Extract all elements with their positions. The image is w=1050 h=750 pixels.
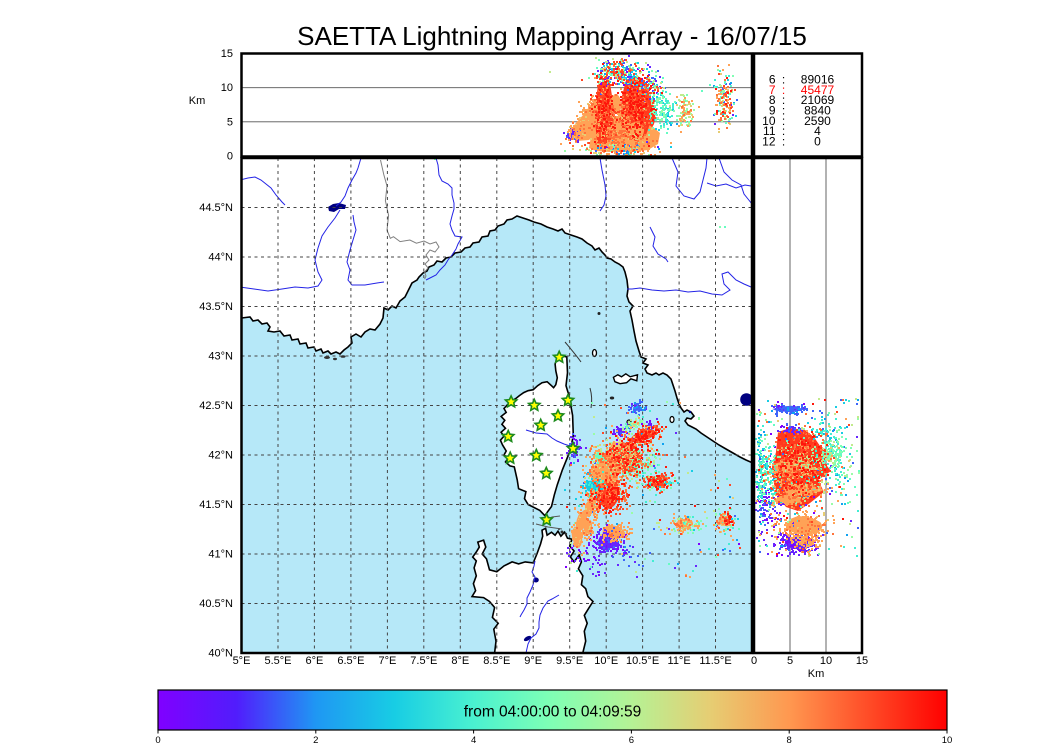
svg-text:21069: 21069 (801, 93, 835, 107)
svg-text:41°N: 41°N (208, 549, 233, 561)
svg-text::: : (782, 93, 785, 107)
svg-text:Km: Km (189, 95, 206, 107)
svg-text:6°E: 6°E (305, 655, 323, 667)
svg-text:10: 10 (942, 735, 953, 746)
svg-text:41.5°N: 41.5°N (199, 499, 233, 511)
svg-text:6.5°E: 6.5°E (337, 655, 364, 667)
svg-text:9.5°E: 9.5°E (556, 655, 583, 667)
svg-text:0: 0 (751, 655, 757, 667)
svg-text:5: 5 (787, 655, 793, 667)
svg-text:15: 15 (221, 48, 233, 60)
svg-text:SAETTA Lightning Mapping Array: SAETTA Lightning Mapping Array - 16/07/1… (297, 21, 807, 51)
svg-text:5.5°E: 5.5°E (264, 655, 291, 667)
svg-text:2590: 2590 (801, 114, 831, 128)
svg-text:8: 8 (769, 93, 776, 107)
svg-text:4: 4 (801, 124, 821, 138)
svg-text:43°N: 43°N (208, 351, 233, 363)
svg-text:5: 5 (227, 116, 233, 128)
svg-text:44.5°N: 44.5°N (199, 202, 233, 214)
svg-text:42°N: 42°N (208, 450, 233, 462)
svg-text::: : (782, 83, 785, 97)
svg-text:43.5°N: 43.5°N (199, 301, 233, 313)
svg-text:40.5°N: 40.5°N (199, 598, 233, 610)
svg-text:11°E: 11°E (668, 655, 691, 667)
svg-text:8°E: 8°E (451, 655, 469, 667)
svg-text::: : (782, 135, 785, 149)
svg-text:0: 0 (227, 151, 233, 163)
svg-text:6: 6 (629, 735, 634, 746)
svg-text:8840: 8840 (801, 104, 831, 118)
svg-text:42.5°N: 42.5°N (199, 400, 233, 412)
svg-text:10.5°E: 10.5°E (626, 655, 659, 667)
svg-text:10: 10 (820, 655, 832, 667)
svg-text:12: 12 (762, 135, 776, 149)
svg-text:40°N: 40°N (208, 648, 233, 660)
svg-text:4: 4 (471, 735, 476, 746)
svg-text:9: 9 (769, 104, 776, 118)
svg-text:10: 10 (762, 114, 776, 128)
svg-text:44°N: 44°N (208, 252, 233, 264)
svg-text:8: 8 (787, 735, 792, 746)
svg-text:89016: 89016 (801, 73, 835, 87)
svg-text::: : (782, 73, 785, 87)
svg-text:5°E: 5°E (233, 655, 251, 667)
svg-text::: : (782, 114, 785, 128)
svg-text:7: 7 (769, 83, 776, 97)
svg-text:2: 2 (313, 735, 318, 746)
svg-text:6: 6 (769, 73, 776, 87)
svg-text::: : (782, 124, 785, 138)
svg-text:0: 0 (801, 135, 821, 149)
svg-text:7°E: 7°E (378, 655, 396, 667)
svg-text:45477: 45477 (801, 83, 835, 97)
svg-text:15: 15 (856, 655, 868, 667)
svg-text:10°E: 10°E (594, 655, 618, 667)
svg-text:9°E: 9°E (524, 655, 542, 667)
svg-text:11: 11 (763, 124, 776, 138)
svg-text::: : (782, 104, 785, 118)
svg-text:Km: Km (808, 668, 825, 680)
svg-text:0: 0 (155, 735, 160, 746)
svg-text:8.5°E: 8.5°E (483, 655, 510, 667)
svg-text:7.5°E: 7.5°E (410, 655, 437, 667)
svg-text:from 04:00:00 to 04:09:59: from 04:00:00 to 04:09:59 (464, 704, 642, 721)
svg-text:11.5°E: 11.5°E (699, 655, 731, 667)
svg-text:10: 10 (221, 82, 233, 94)
